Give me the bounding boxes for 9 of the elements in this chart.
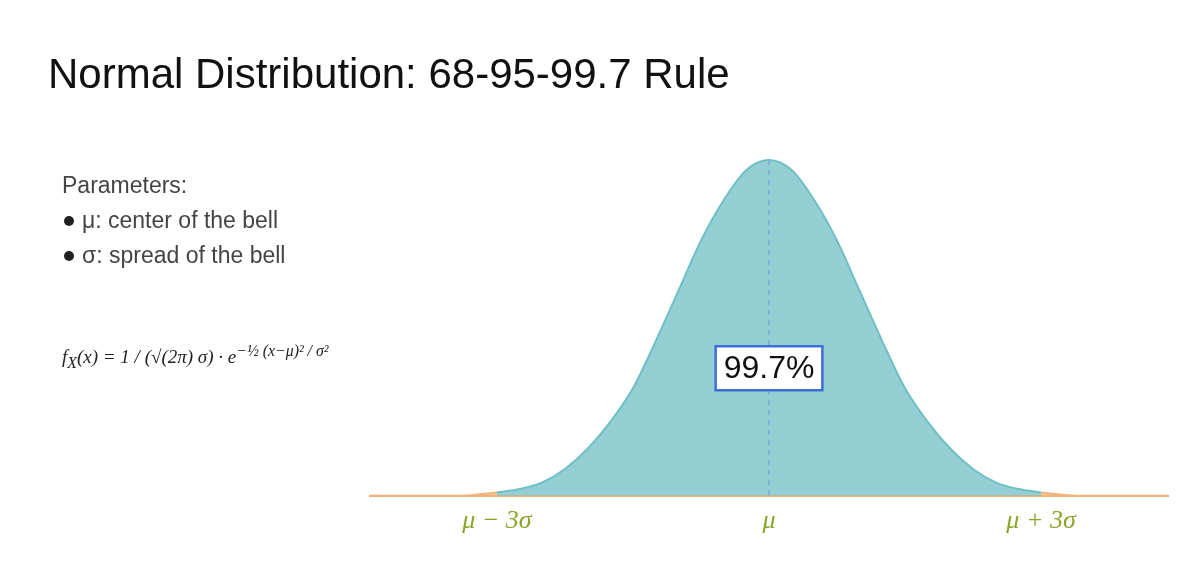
x-tick-label: μ + 3σ bbox=[1005, 505, 1077, 535]
text: μ: center of the bell bbox=[82, 207, 279, 233]
text: Parameters: bbox=[62, 172, 188, 198]
text: σ: spread of the bell bbox=[82, 242, 286, 268]
x-tick-label: μ bbox=[761, 505, 776, 535]
annotation: 99.7% bbox=[723, 349, 815, 386]
text: f$_{X}$(x) = 1 / (√(2π) σ) · e$^{−½ (x−μ)² / σ²}$ bbox=[62, 342, 329, 372]
x-tick-label: μ − 3σ bbox=[461, 505, 533, 535]
chart-title: Normal Distribution: 68-95-99.7 Rule bbox=[48, 50, 730, 98]
